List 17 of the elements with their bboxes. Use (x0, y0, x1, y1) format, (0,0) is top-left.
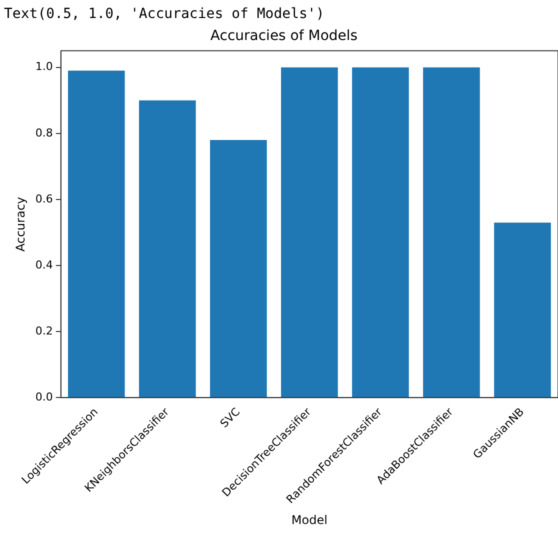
chart-title: Accuracies of Models (210, 28, 358, 44)
y-tick-label: 0.6 (35, 192, 53, 206)
text: Text(0.5, 1.0, 'Accuracies of Models') (3, 5, 326, 24)
bar (352, 67, 409, 398)
y-tick-label: 0.4 (35, 258, 53, 272)
y-tick-label: 0.8 (35, 126, 53, 140)
bar (494, 222, 551, 398)
y-tick-label: 0.2 (35, 324, 53, 338)
y-axis-title: Accuracy (13, 196, 28, 252)
bar (68, 70, 125, 398)
bar (423, 67, 480, 398)
bar (210, 140, 267, 398)
y-tick-label: 0.0 (35, 390, 53, 404)
x-axis-title: Model (291, 512, 328, 527)
y-tick-label: 1.0 (35, 60, 53, 74)
bar (139, 100, 196, 398)
bar (281, 67, 338, 398)
